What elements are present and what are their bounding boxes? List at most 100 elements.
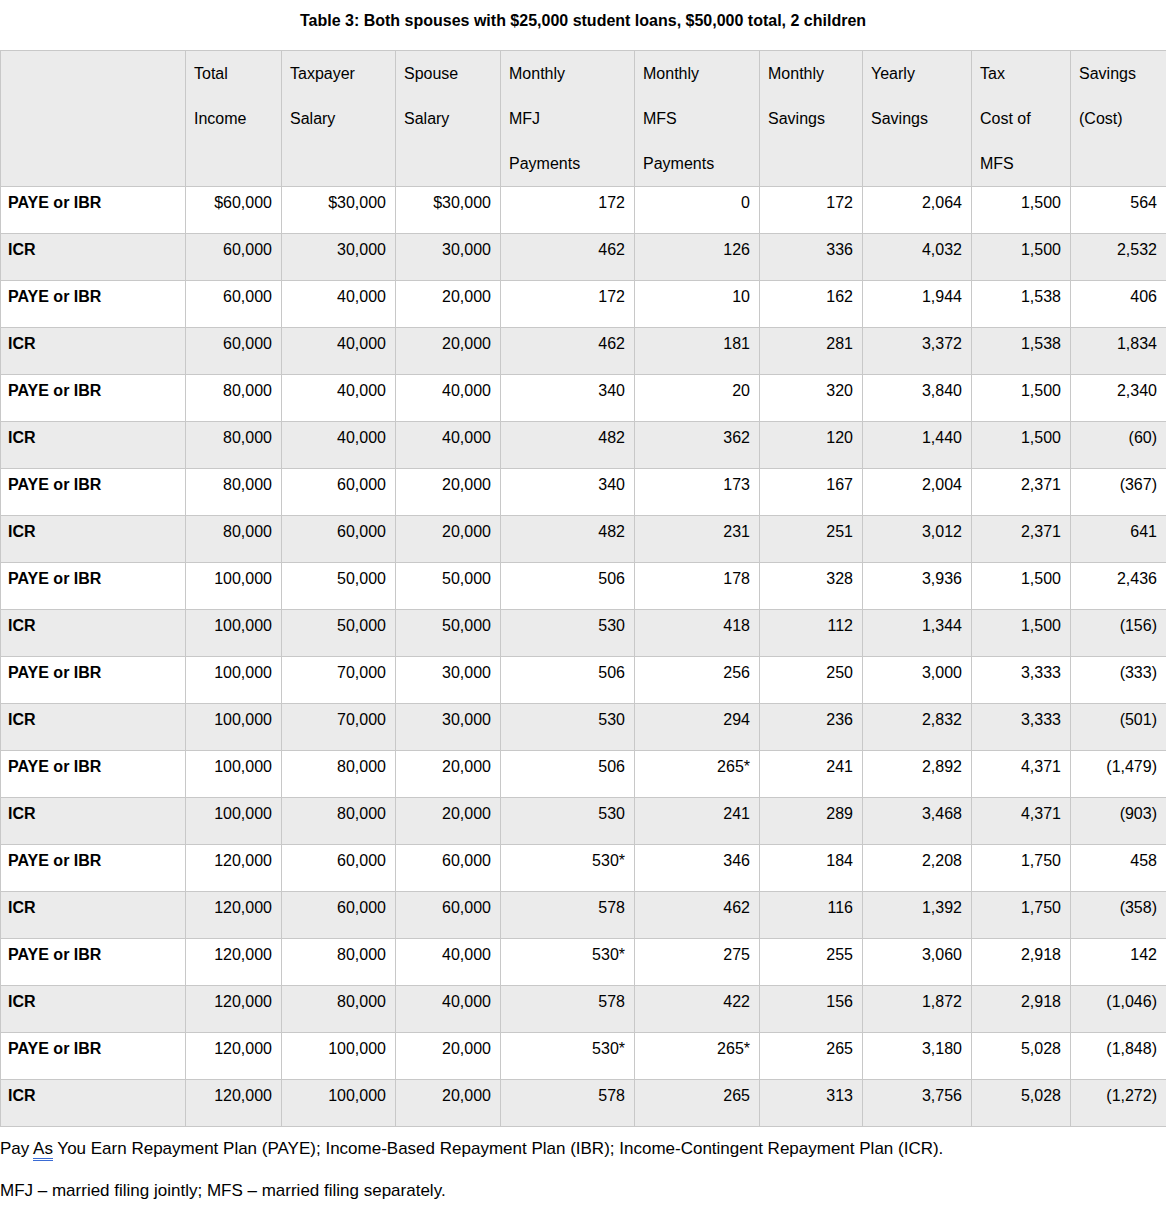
table-row: PAYE or IBR120,00060,00060,000530*346184… (1, 845, 1166, 892)
value-cell: 40,000 (396, 375, 501, 422)
plan-label-cell: ICR (1, 234, 186, 281)
value-cell: 1,750 (972, 845, 1071, 892)
value-cell: 3,756 (863, 1080, 972, 1127)
value-cell: 530* (501, 845, 635, 892)
plan-label-cell: PAYE or IBR (1, 281, 186, 328)
value-cell: 70,000 (282, 704, 396, 751)
value-cell: 100,000 (186, 657, 282, 704)
value-cell: 120,000 (186, 1080, 282, 1127)
value-cell: 0 (635, 187, 760, 234)
value-cell: 3,840 (863, 375, 972, 422)
value-cell: 30,000 (396, 657, 501, 704)
value-cell: 422 (635, 986, 760, 1033)
table-row: ICR120,000100,00020,0005782653133,7565,0… (1, 1080, 1166, 1127)
value-cell: 30,000 (396, 234, 501, 281)
value-cell: 1,500 (972, 610, 1071, 657)
value-cell: 20,000 (396, 328, 501, 375)
table-row: PAYE or IBR100,00050,00050,0005061783283… (1, 563, 1166, 610)
value-cell: 173 (635, 469, 760, 516)
value-cell: 60,000 (282, 892, 396, 939)
value-cell: 3,000 (863, 657, 972, 704)
value-cell: 1,750 (972, 892, 1071, 939)
plan-label-cell: ICR (1, 328, 186, 375)
plan-label-cell: ICR (1, 986, 186, 1033)
value-cell: 120,000 (186, 986, 282, 1033)
value-cell: 60,000 (186, 328, 282, 375)
value-cell: 1,500 (972, 187, 1071, 234)
value-cell: 142 (1071, 939, 1166, 986)
value-cell: 60,000 (396, 845, 501, 892)
value-cell: $60,000 (186, 187, 282, 234)
value-cell: 4,032 (863, 234, 972, 281)
footnote-plans-before: Pay (0, 1139, 33, 1158)
value-cell: 20,000 (396, 798, 501, 845)
column-header: Spouse Salary (396, 51, 501, 187)
value-cell: 236 (760, 704, 863, 751)
value-cell: 294 (635, 704, 760, 751)
value-cell: 40,000 (282, 422, 396, 469)
value-cell: 10 (635, 281, 760, 328)
value-cell: 60,000 (282, 469, 396, 516)
plan-label-cell: PAYE or IBR (1, 187, 186, 234)
value-cell: 564 (1071, 187, 1166, 234)
value-cell: 241 (635, 798, 760, 845)
value-cell: $30,000 (396, 187, 501, 234)
value-cell: (333) (1071, 657, 1166, 704)
value-cell: 100,000 (186, 610, 282, 657)
value-cell: 20,000 (396, 751, 501, 798)
table-row: ICR100,00050,00050,0005304181121,3441,50… (1, 610, 1166, 657)
plan-label-cell: ICR (1, 892, 186, 939)
value-cell: 181 (635, 328, 760, 375)
value-cell: 530 (501, 798, 635, 845)
value-cell: 3,012 (863, 516, 972, 563)
value-cell: 40,000 (396, 422, 501, 469)
value-cell: 3,333 (972, 657, 1071, 704)
value-cell: 40,000 (396, 986, 501, 1033)
column-header: Total Income (186, 51, 282, 187)
value-cell: 2,004 (863, 469, 972, 516)
value-cell: 2,918 (972, 939, 1071, 986)
value-cell: 3,468 (863, 798, 972, 845)
value-cell: 3,936 (863, 563, 972, 610)
value-cell: 462 (635, 892, 760, 939)
value-cell: 313 (760, 1080, 863, 1127)
value-cell: 328 (760, 563, 863, 610)
value-cell: 80,000 (186, 422, 282, 469)
value-cell: 116 (760, 892, 863, 939)
plan-label-cell: PAYE or IBR (1, 375, 186, 422)
value-cell: 506 (501, 563, 635, 610)
value-cell: 100,000 (282, 1033, 396, 1080)
value-cell: 265 (760, 1033, 863, 1080)
value-cell: (358) (1071, 892, 1166, 939)
plan-label-cell: ICR (1, 798, 186, 845)
table-row: ICR100,00070,00030,0005302942362,8323,33… (1, 704, 1166, 751)
value-cell: 1,834 (1071, 328, 1166, 375)
table-row: ICR60,00030,00030,0004621263364,0321,500… (1, 234, 1166, 281)
value-cell: 60,000 (186, 281, 282, 328)
value-cell: 1,872 (863, 986, 972, 1033)
value-cell: (1,479) (1071, 751, 1166, 798)
value-cell: 530 (501, 704, 635, 751)
value-cell: 126 (635, 234, 760, 281)
value-cell: 172 (501, 187, 635, 234)
value-cell: 250 (760, 657, 863, 704)
plan-label-cell: ICR (1, 516, 186, 563)
value-cell: 156 (760, 986, 863, 1033)
value-cell: (501) (1071, 704, 1166, 751)
value-cell: 5,028 (972, 1033, 1071, 1080)
table-row: ICR60,00040,00020,0004621812813,3721,538… (1, 328, 1166, 375)
value-cell: 60,000 (186, 234, 282, 281)
value-cell: 578 (501, 892, 635, 939)
value-cell: (60) (1071, 422, 1166, 469)
value-cell: 2,436 (1071, 563, 1166, 610)
table-row: PAYE or IBR120,000100,00020,000530*265*2… (1, 1033, 1166, 1080)
value-cell: 4,371 (972, 798, 1071, 845)
value-cell: 2,832 (863, 704, 972, 751)
value-cell: 506 (501, 657, 635, 704)
value-cell: 167 (760, 469, 863, 516)
value-cell: 30,000 (282, 234, 396, 281)
plan-label-cell: ICR (1, 422, 186, 469)
value-cell: 40,000 (396, 939, 501, 986)
plan-label-cell: PAYE or IBR (1, 469, 186, 516)
value-cell: 4,371 (972, 751, 1071, 798)
